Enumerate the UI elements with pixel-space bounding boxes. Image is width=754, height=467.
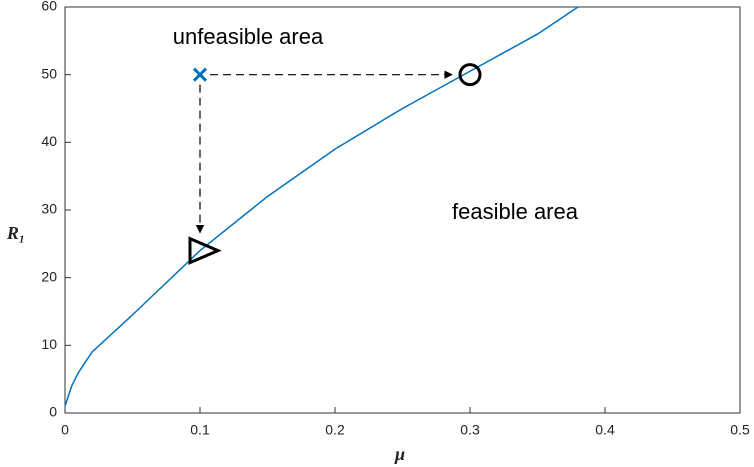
x-tick-label: 0.2 bbox=[325, 422, 345, 438]
x-tick-label: 0.3 bbox=[460, 422, 480, 438]
y-axis-label: R₁ bbox=[6, 223, 25, 243]
x-tick-label: 0.1 bbox=[190, 422, 210, 438]
y-tick-label: 60 bbox=[41, 0, 57, 14]
y-tick-label: 20 bbox=[41, 268, 57, 284]
curve bbox=[64, 6, 579, 407]
marker-triangle bbox=[188, 236, 222, 265]
x-tick-label: 0.5 bbox=[730, 422, 750, 438]
marker-x bbox=[192, 67, 208, 82]
annotation: unfeasible area bbox=[173, 24, 324, 49]
x-tick-label: 0 bbox=[61, 422, 69, 438]
marker-circle bbox=[458, 63, 482, 87]
x-tick-label: 0.4 bbox=[595, 422, 615, 438]
y-tick-label: 50 bbox=[41, 65, 57, 81]
x-axis-label: μ bbox=[394, 444, 405, 464]
plot-frame bbox=[64, 6, 741, 414]
y-tick-label: 0 bbox=[49, 404, 57, 420]
y-tick-label: 30 bbox=[41, 201, 57, 217]
y-tick-label: 40 bbox=[41, 133, 57, 149]
annotation: feasible area bbox=[452, 199, 579, 224]
y-tick-label: 10 bbox=[41, 336, 57, 352]
